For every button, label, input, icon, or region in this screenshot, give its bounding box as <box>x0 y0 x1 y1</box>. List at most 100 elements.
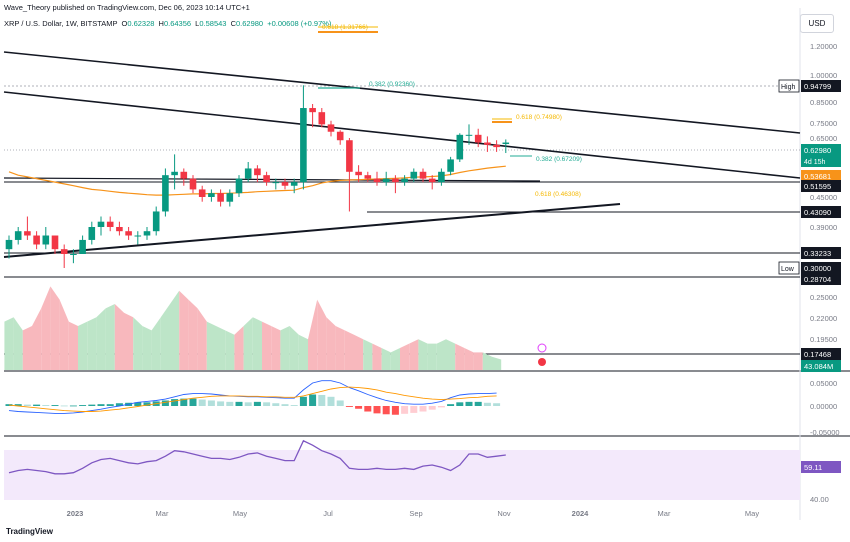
volume-area-segment <box>142 326 152 370</box>
macd-histogram-bar <box>69 405 77 407</box>
fib-label: 0.618 (1.31766) <box>322 24 368 31</box>
candle-body <box>336 131 344 141</box>
macd-histogram-bar <box>207 400 215 406</box>
price-marker <box>801 144 841 156</box>
macd-histogram-bar <box>419 406 427 412</box>
candle-body <box>502 142 510 145</box>
macd-histogram-bar <box>189 398 197 406</box>
marker-tag <box>778 79 800 93</box>
candle-body <box>382 178 390 183</box>
macd-histogram-bar <box>106 404 114 406</box>
price-marker <box>801 170 841 182</box>
signal-line <box>8 386 497 412</box>
candle-body <box>14 231 22 240</box>
macd-histogram-bar <box>244 402 252 406</box>
symbol-name: XRP / U.S. Dollar, 1W, BITSTAMP <box>4 19 118 28</box>
volume-area-segment <box>188 299 198 370</box>
candle-body <box>364 175 372 179</box>
candle-body <box>198 189 206 197</box>
close-label: C <box>230 19 236 28</box>
marker-tag-label: High <box>781 84 796 91</box>
volume-area-segment <box>13 317 23 370</box>
candle-body <box>97 221 105 227</box>
volume-area-segment <box>298 334 308 370</box>
volume-area-segment <box>59 299 69 370</box>
volume-area-segment <box>280 326 290 370</box>
macd-histogram-bar <box>51 405 59 406</box>
candle-body <box>318 112 326 125</box>
candle-body <box>355 171 362 176</box>
horizontal-trendline <box>3 177 541 182</box>
x-tick-label: 2024 <box>572 509 590 518</box>
candle-body <box>401 178 408 183</box>
volume-area-segment <box>68 321 78 370</box>
candle-body <box>189 178 197 190</box>
candle-body <box>162 175 169 212</box>
tradingview-brand: TradingView <box>6 527 53 536</box>
macd-histogram-bar <box>235 401 243 406</box>
candle-body <box>309 108 316 113</box>
macd-histogram-bar <box>226 401 234 406</box>
macd-histogram-bar <box>290 405 298 406</box>
price-marker-label: 0.43090 <box>804 208 831 217</box>
volume-area-segment <box>262 321 272 370</box>
volume-area-segment <box>114 304 124 370</box>
candle-body <box>217 193 224 202</box>
x-tick-label: Mar <box>658 509 671 518</box>
candle-body <box>346 140 353 172</box>
fib-label: 0.618 (0.74980) <box>516 114 562 121</box>
candle-body <box>244 168 252 179</box>
macd-histogram-bar <box>373 406 381 414</box>
macd-histogram-bar <box>161 400 169 406</box>
rsi-marker <box>801 461 841 473</box>
candle-body <box>24 231 31 236</box>
macd-histogram-bar <box>263 402 271 406</box>
price-marker-label: 0.17468 <box>804 350 831 359</box>
grid <box>4 8 850 520</box>
open-value: 0.62328 <box>127 19 155 28</box>
volume-area-segment <box>308 299 318 370</box>
macd-histogram-bar <box>299 396 307 406</box>
fib-label: 0.618 (0.46308) <box>535 191 581 198</box>
macd-line <box>8 380 497 414</box>
candle-body <box>88 227 96 240</box>
candle-body <box>456 134 464 160</box>
volume-area-segment <box>41 286 51 370</box>
volume-area-segment <box>133 317 143 370</box>
price-marker <box>801 360 841 372</box>
candle-body <box>410 171 418 179</box>
volume-area-segment <box>243 317 253 370</box>
volume-area-segment <box>289 326 299 370</box>
macd-histogram-bar <box>253 401 261 406</box>
open-label: O <box>121 19 128 28</box>
volume-area-segment <box>390 348 400 370</box>
macd-y-label: 0.00000 <box>810 402 837 411</box>
price-marker <box>801 247 841 259</box>
price-marker-label: 0.51595 <box>804 182 831 191</box>
event-icon <box>538 358 546 366</box>
macd-histogram-bar <box>281 404 289 406</box>
macd-histogram-bar <box>97 404 105 406</box>
volume-area-segment <box>409 339 419 370</box>
macd-y-label: -0.05000 <box>810 428 840 437</box>
candle-body <box>5 239 13 250</box>
volume-area-segment <box>197 308 207 370</box>
candle-body <box>272 182 280 184</box>
macd-histogram-bar <box>171 399 179 406</box>
macd-histogram-bar <box>391 406 399 415</box>
macd-histogram-bar <box>336 400 344 406</box>
macd-histogram-bar <box>79 405 87 406</box>
macd-histogram-bar <box>401 406 409 414</box>
macd-histogram-bar <box>364 406 372 412</box>
candle-body <box>254 168 261 176</box>
x-tick-label: Jul <box>323 509 333 518</box>
y-tick-label: 0.25000 <box>810 293 837 302</box>
candle-body <box>327 124 335 132</box>
macd-histogram-bar <box>143 402 151 406</box>
volume-area-segment <box>427 343 437 370</box>
x-tick-label: May <box>745 509 759 518</box>
volume-pane <box>4 286 547 370</box>
candle-body <box>116 227 123 232</box>
volume-area-segment <box>482 352 492 370</box>
